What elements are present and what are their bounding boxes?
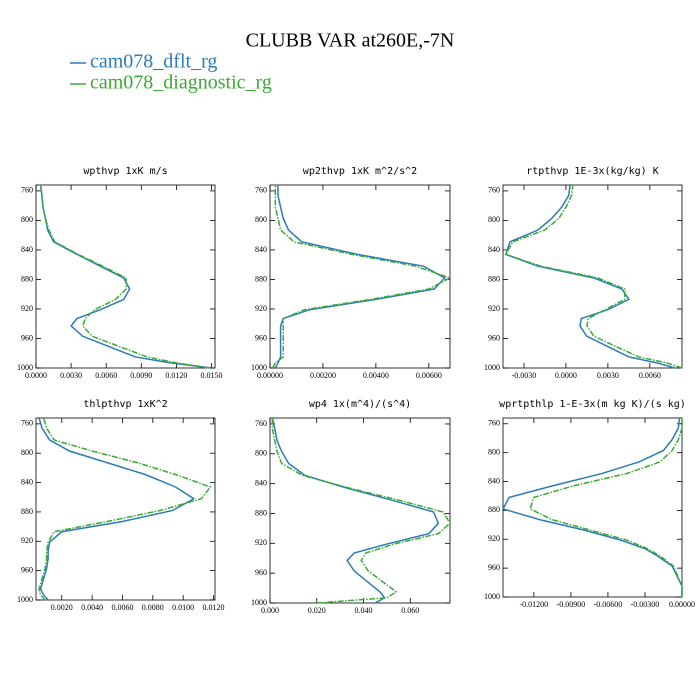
x-tick-label: -0.00900 bbox=[557, 600, 586, 609]
y-tick-label: 960 bbox=[255, 333, 267, 342]
x-tick-label: 0.00000 bbox=[669, 600, 695, 609]
x-tick-label: 0.0060 bbox=[639, 371, 661, 380]
x-tick-label: -0.01200 bbox=[520, 600, 549, 609]
profile-line bbox=[39, 184, 210, 369]
x-tick-label: 0.020 bbox=[308, 606, 326, 615]
x-tick-label: 0.0120 bbox=[202, 603, 224, 612]
y-tick-label: 960 bbox=[21, 333, 33, 342]
y-tick-label: 960 bbox=[488, 333, 500, 342]
x-tick-label: 0.00200 bbox=[310, 371, 336, 380]
x-tick-label: 0.0030 bbox=[597, 371, 619, 380]
x-tick-label: 0.0040 bbox=[81, 603, 103, 612]
legend-label: cam078_diagnostic_rg bbox=[90, 72, 272, 94]
y-tick-label: 880 bbox=[21, 507, 33, 516]
panel-title: wpthvp 1xK m/s bbox=[83, 166, 167, 177]
x-tick-label: 0.000 bbox=[261, 606, 279, 615]
y-tick-label: 880 bbox=[488, 274, 500, 283]
y-tick-label: 920 bbox=[255, 304, 267, 313]
y-tick-label: 920 bbox=[255, 538, 267, 547]
y-tick-label: 800 bbox=[488, 447, 500, 456]
y-tick-label: 920 bbox=[488, 534, 500, 543]
profile-line bbox=[274, 185, 446, 369]
y-tick-label: 920 bbox=[21, 536, 33, 545]
y-tick-label: 840 bbox=[488, 476, 500, 485]
y-tick-label: 1000 bbox=[484, 592, 500, 601]
panel-title: wprtpthlp 1-E-3x(m kg K)/(s kg) bbox=[499, 399, 686, 410]
y-tick-label: 760 bbox=[21, 419, 33, 428]
x-tick-label: 0.0000 bbox=[25, 371, 47, 380]
profile-line bbox=[271, 185, 452, 369]
y-tick-label: 880 bbox=[21, 274, 33, 283]
x-tick-label: 0.0060 bbox=[95, 371, 117, 380]
y-tick-label: 760 bbox=[488, 419, 500, 428]
y-tick-label: 960 bbox=[488, 563, 500, 572]
y-tick-label: 800 bbox=[21, 448, 33, 457]
x-tick-label: 0.060 bbox=[401, 606, 419, 615]
x-tick-label: 0.0000 bbox=[555, 371, 577, 380]
y-tick-label: 840 bbox=[255, 478, 267, 487]
plot-frame bbox=[502, 184, 683, 369]
figure-title: CLUBB VAR at260E,-7N bbox=[246, 30, 455, 52]
y-tick-label: 960 bbox=[21, 565, 33, 574]
x-tick-label: 0.0080 bbox=[142, 603, 164, 612]
profile-line bbox=[38, 417, 196, 601]
panel-title: wp4 1x(m^4)/(s^4) bbox=[309, 399, 411, 410]
y-tick-label: 960 bbox=[255, 568, 267, 577]
y-tick-label: 800 bbox=[255, 449, 267, 458]
y-tick-label: 1000 bbox=[17, 363, 33, 372]
panel-title: thlpthvp 1xK^2 bbox=[83, 399, 167, 410]
y-tick-label: 800 bbox=[21, 215, 33, 224]
legend-label: cam078_dflt_rg bbox=[90, 51, 217, 73]
x-tick-label: 0.0060 bbox=[111, 603, 133, 612]
profile-line bbox=[504, 184, 683, 369]
y-tick-label: 760 bbox=[255, 419, 267, 428]
x-tick-label: 0.00000 bbox=[257, 371, 283, 380]
x-tick-label: 0.040 bbox=[355, 606, 373, 615]
x-tick-label: 0.0100 bbox=[172, 603, 194, 612]
y-tick-label: 840 bbox=[21, 477, 33, 486]
x-tick-label: -0.0030 bbox=[512, 371, 537, 380]
y-tick-label: 880 bbox=[488, 505, 500, 514]
x-tick-label: 0.0120 bbox=[165, 371, 187, 380]
x-tick-label: 0.0030 bbox=[60, 371, 82, 380]
profile-line bbox=[501, 417, 683, 597]
x-tick-label: -0.00300 bbox=[631, 600, 660, 609]
x-tick-label: 0.0020 bbox=[51, 603, 73, 612]
x-tick-label: 0.0090 bbox=[130, 371, 152, 380]
y-tick-label: 1000 bbox=[484, 363, 500, 372]
y-tick-label: 800 bbox=[488, 215, 500, 224]
profile-line bbox=[529, 418, 683, 597]
x-tick-label: 0.00400 bbox=[363, 371, 389, 380]
y-tick-label: 920 bbox=[21, 304, 33, 313]
y-tick-label: 840 bbox=[488, 245, 500, 254]
y-tick-label: 760 bbox=[488, 186, 500, 195]
profile-line bbox=[271, 418, 451, 604]
x-tick-label: 0.00600 bbox=[416, 371, 442, 380]
y-tick-label: 840 bbox=[21, 245, 33, 254]
y-tick-label: 1000 bbox=[17, 595, 33, 604]
profile-line bbox=[38, 417, 212, 601]
x-tick-label: 0.0150 bbox=[200, 371, 222, 380]
plot-frame bbox=[269, 184, 451, 369]
profile-line bbox=[271, 417, 440, 604]
y-tick-label: 840 bbox=[255, 245, 267, 254]
profile-line bbox=[504, 184, 676, 369]
plot-frame bbox=[35, 417, 216, 601]
y-tick-label: 880 bbox=[255, 508, 267, 517]
x-tick-label: -0.00600 bbox=[594, 600, 623, 609]
y-tick-label: 760 bbox=[21, 186, 33, 195]
y-tick-label: 760 bbox=[255, 186, 267, 195]
y-tick-label: 1000 bbox=[251, 363, 267, 372]
profile-line bbox=[39, 184, 212, 369]
y-tick-label: 800 bbox=[255, 215, 267, 224]
y-tick-label: 920 bbox=[488, 304, 500, 313]
panel-title: rtpthvp 1E-3x(kg/kg) K bbox=[526, 166, 658, 177]
y-tick-label: 880 bbox=[255, 274, 267, 283]
panel-title: wp2thvp 1xK m^2/s^2 bbox=[303, 166, 417, 177]
plot-frame bbox=[269, 417, 451, 604]
plot-frame bbox=[35, 184, 216, 369]
y-tick-label: 1000 bbox=[251, 598, 267, 607]
